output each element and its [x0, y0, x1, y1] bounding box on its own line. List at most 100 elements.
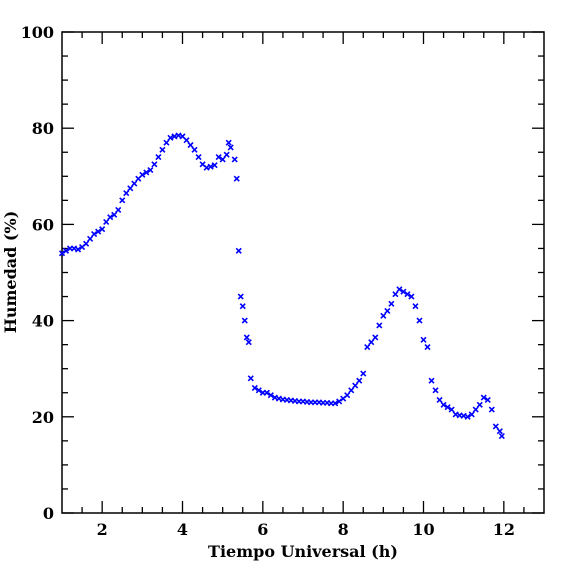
data-point	[143, 169, 150, 176]
x-tick-label: 10	[412, 520, 434, 539]
data-point	[245, 339, 252, 346]
x-tick-label: 6	[257, 520, 268, 539]
y-tick-label: 80	[32, 119, 54, 138]
x-tick-label: 8	[338, 520, 349, 539]
data-point	[107, 214, 114, 221]
data-point	[95, 228, 102, 235]
data-point	[87, 235, 94, 242]
data-point	[75, 246, 82, 253]
data-point	[484, 396, 491, 404]
data-point	[404, 291, 411, 298]
data-point	[396, 286, 403, 293]
data-point	[424, 343, 431, 351]
data-point	[420, 336, 427, 343]
data-point	[195, 153, 202, 161]
y-tick-label: 0	[43, 504, 54, 523]
data-point	[207, 163, 214, 170]
data-point	[376, 322, 383, 329]
data-point	[163, 139, 170, 146]
data-point	[123, 190, 130, 197]
data-point	[227, 144, 234, 151]
data-point	[119, 197, 126, 204]
data-point	[480, 394, 487, 401]
data-point	[91, 230, 98, 238]
data-point	[103, 218, 110, 226]
x-axis-label: Tiempo Universal (h)	[208, 542, 398, 561]
data-point	[241, 317, 248, 324]
data-point	[62, 247, 70, 254]
data-point	[139, 171, 146, 178]
data-point	[219, 156, 226, 163]
data-point	[147, 166, 154, 174]
data-point	[225, 139, 232, 146]
data-point	[251, 384, 258, 392]
x-tick-label: 12	[493, 520, 515, 539]
data-point	[388, 300, 395, 307]
data-point	[468, 411, 475, 418]
data-point	[360, 370, 367, 377]
data-point	[440, 401, 447, 408]
data-point	[231, 156, 238, 163]
data-point	[215, 153, 222, 161]
x-tick-label: 4	[177, 520, 188, 539]
data-point	[267, 392, 274, 399]
y-tick-label: 20	[32, 408, 54, 427]
y-tick-label: 40	[32, 312, 54, 331]
plot-frame	[61, 31, 545, 514]
data-point	[488, 406, 495, 413]
x-tick-label: 2	[97, 520, 108, 539]
data-point	[332, 400, 339, 407]
data-point	[187, 141, 194, 149]
y-tick-label: 60	[32, 215, 54, 234]
data-point	[159, 146, 166, 153]
y-axis-label: Humedad (%)	[1, 211, 20, 334]
data-point	[235, 247, 242, 254]
data-point	[364, 343, 371, 351]
data-point	[183, 137, 190, 144]
data-point	[408, 293, 415, 300]
data-point	[263, 389, 270, 396]
data-point	[428, 377, 435, 384]
data-point	[237, 293, 244, 300]
data-point	[384, 307, 391, 315]
data-point	[191, 146, 198, 153]
data-point	[356, 377, 363, 384]
data-point	[348, 387, 355, 394]
data-point	[211, 162, 218, 169]
data-point	[416, 317, 423, 324]
data-point	[412, 303, 419, 310]
data-point	[380, 312, 387, 319]
data-point	[58, 250, 66, 257]
data-point	[239, 303, 246, 310]
data-point	[498, 432, 505, 440]
data-point	[372, 334, 379, 341]
data-point	[99, 226, 106, 233]
data-point	[368, 339, 375, 346]
data-point	[464, 413, 471, 420]
y-tick-label: 100	[21, 23, 54, 42]
data-point	[223, 151, 230, 158]
data-point	[131, 180, 138, 187]
data-point	[255, 387, 262, 394]
data-point	[247, 375, 254, 382]
data-point	[167, 134, 174, 141]
data-point	[400, 288, 407, 295]
data-point	[472, 406, 479, 413]
data-point	[432, 387, 439, 394]
data-point	[155, 153, 162, 161]
data-point	[111, 211, 118, 218]
data-point	[392, 291, 399, 298]
data-point	[243, 334, 250, 341]
data-point	[115, 206, 122, 214]
data-point	[83, 240, 90, 247]
data-point	[444, 404, 451, 411]
data-point	[127, 185, 134, 192]
data-point	[448, 406, 455, 413]
data-point	[151, 161, 158, 168]
data-point	[496, 428, 503, 435]
data-point	[233, 175, 240, 182]
data-point	[492, 423, 499, 430]
data-point	[344, 392, 351, 399]
data-point	[476, 401, 483, 408]
